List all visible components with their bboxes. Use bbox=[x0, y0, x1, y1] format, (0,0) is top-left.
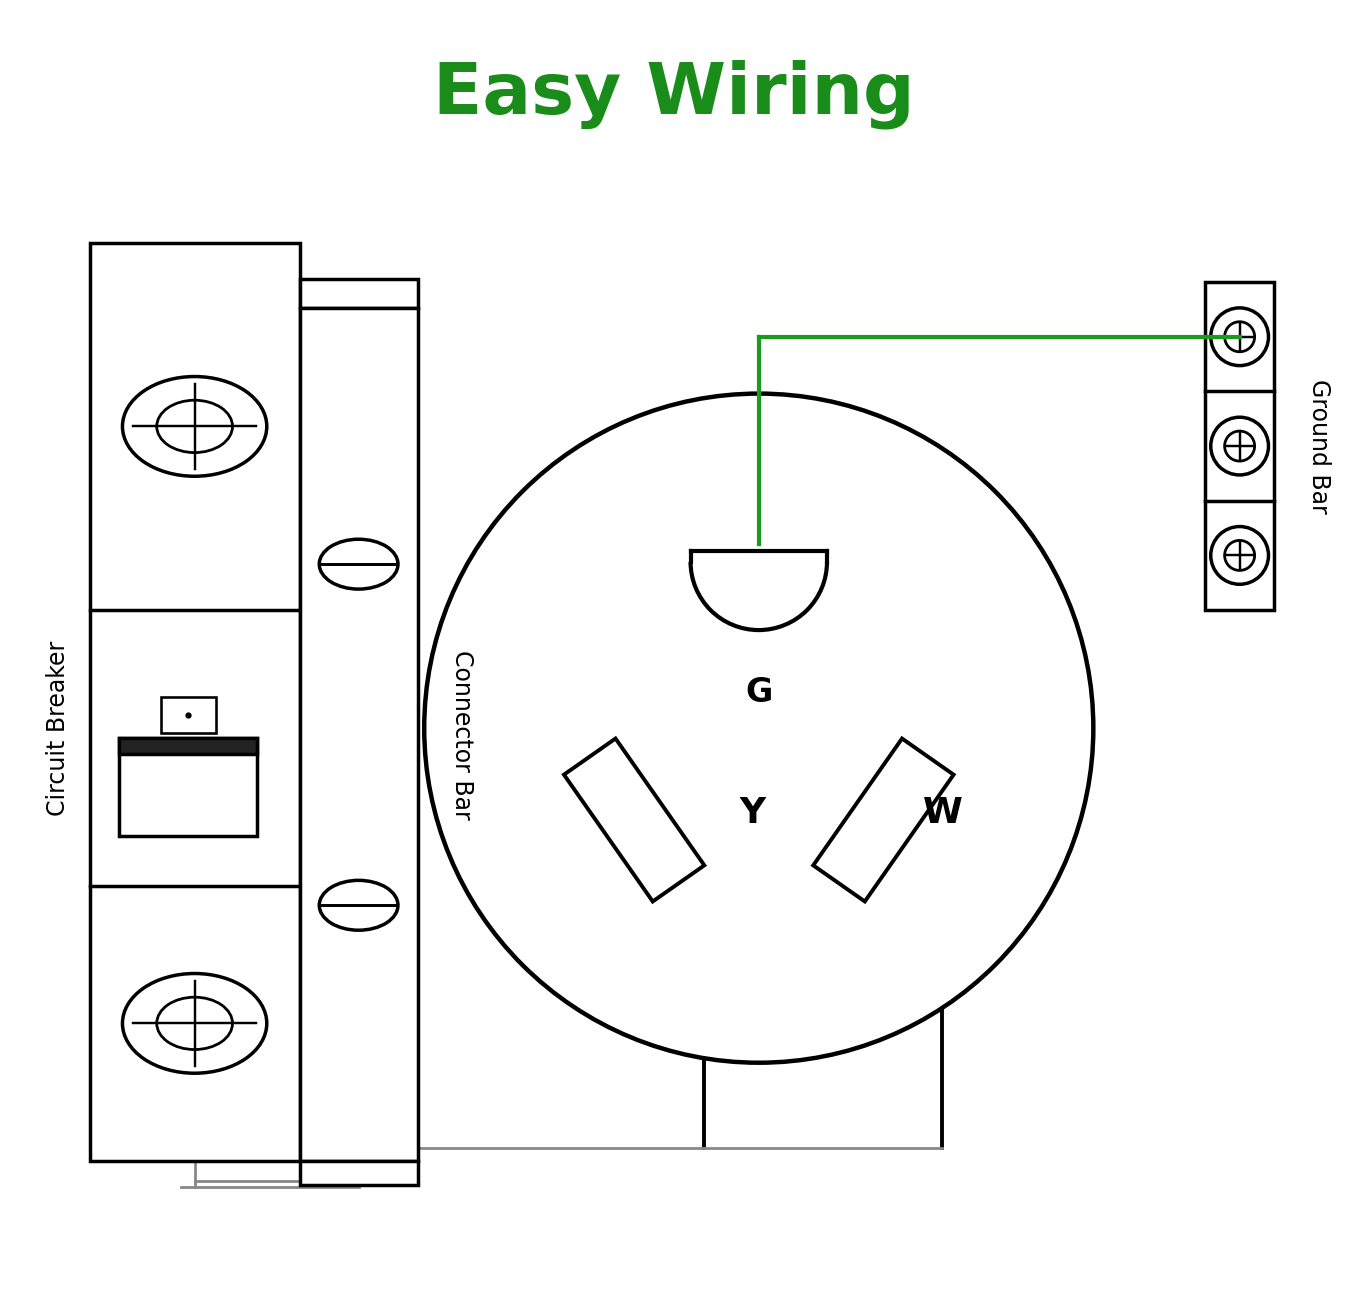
Text: W: W bbox=[923, 796, 962, 830]
Bar bbox=[299, 1161, 418, 1185]
Bar bbox=[119, 737, 257, 753]
Bar bbox=[1204, 282, 1274, 610]
Bar bbox=[299, 279, 418, 308]
Text: G: G bbox=[745, 676, 772, 708]
Circle shape bbox=[424, 394, 1094, 1063]
Bar bbox=[564, 739, 704, 901]
Bar bbox=[160, 697, 216, 733]
Text: Easy Wiring: Easy Wiring bbox=[432, 59, 915, 129]
Bar bbox=[299, 308, 418, 1161]
Text: Connector Bar: Connector Bar bbox=[450, 649, 474, 820]
Bar bbox=[814, 739, 954, 901]
Text: Ground Bar: Ground Bar bbox=[1307, 379, 1331, 513]
Text: Y: Y bbox=[740, 796, 765, 830]
Bar bbox=[119, 737, 257, 837]
Text: Circuit Breaker: Circuit Breaker bbox=[46, 640, 70, 816]
Bar bbox=[90, 243, 299, 1161]
